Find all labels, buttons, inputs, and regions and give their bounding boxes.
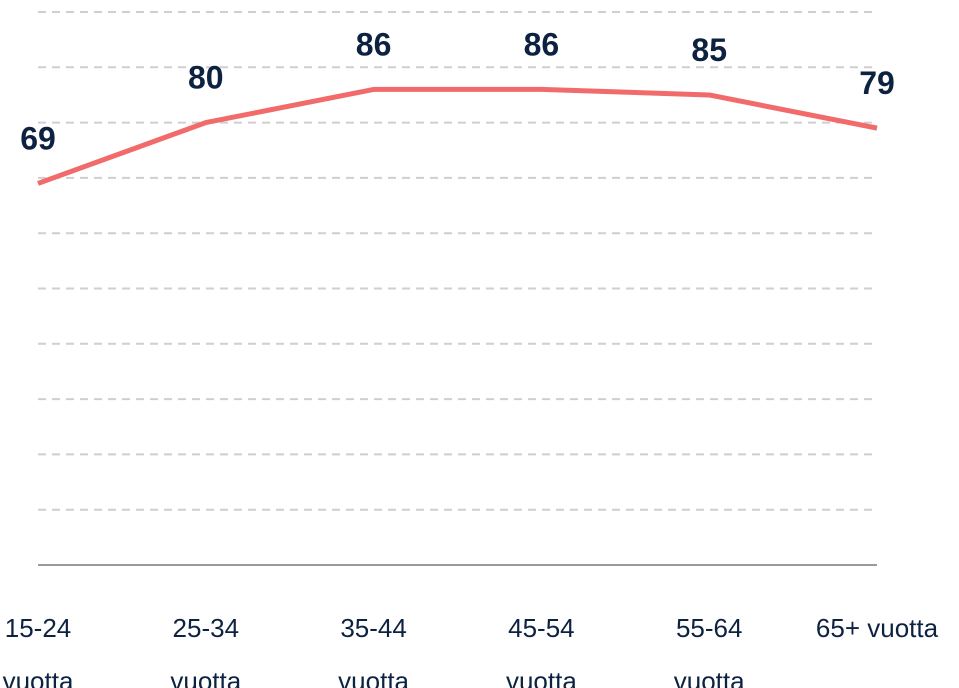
line-series xyxy=(37,86,878,186)
data-label: 85 xyxy=(691,32,727,68)
x-tick-label: 15-24 vuotta xyxy=(2,613,74,688)
x-tick-label: 55-64 vuotta xyxy=(673,613,745,688)
data-label: 80 xyxy=(188,60,224,96)
data-label: 69 xyxy=(20,120,56,156)
x-tick-label: 35-44 vuotta xyxy=(338,613,409,688)
data-label: 79 xyxy=(859,65,895,101)
x-tick-label: 25-34 vuotta xyxy=(170,613,242,688)
x-tick-label: 65+ vuotta xyxy=(815,613,939,643)
data-label: 86 xyxy=(356,26,392,62)
x-tick-label: 45-54 vuotta xyxy=(505,613,577,688)
data-label: 86 xyxy=(524,26,560,62)
